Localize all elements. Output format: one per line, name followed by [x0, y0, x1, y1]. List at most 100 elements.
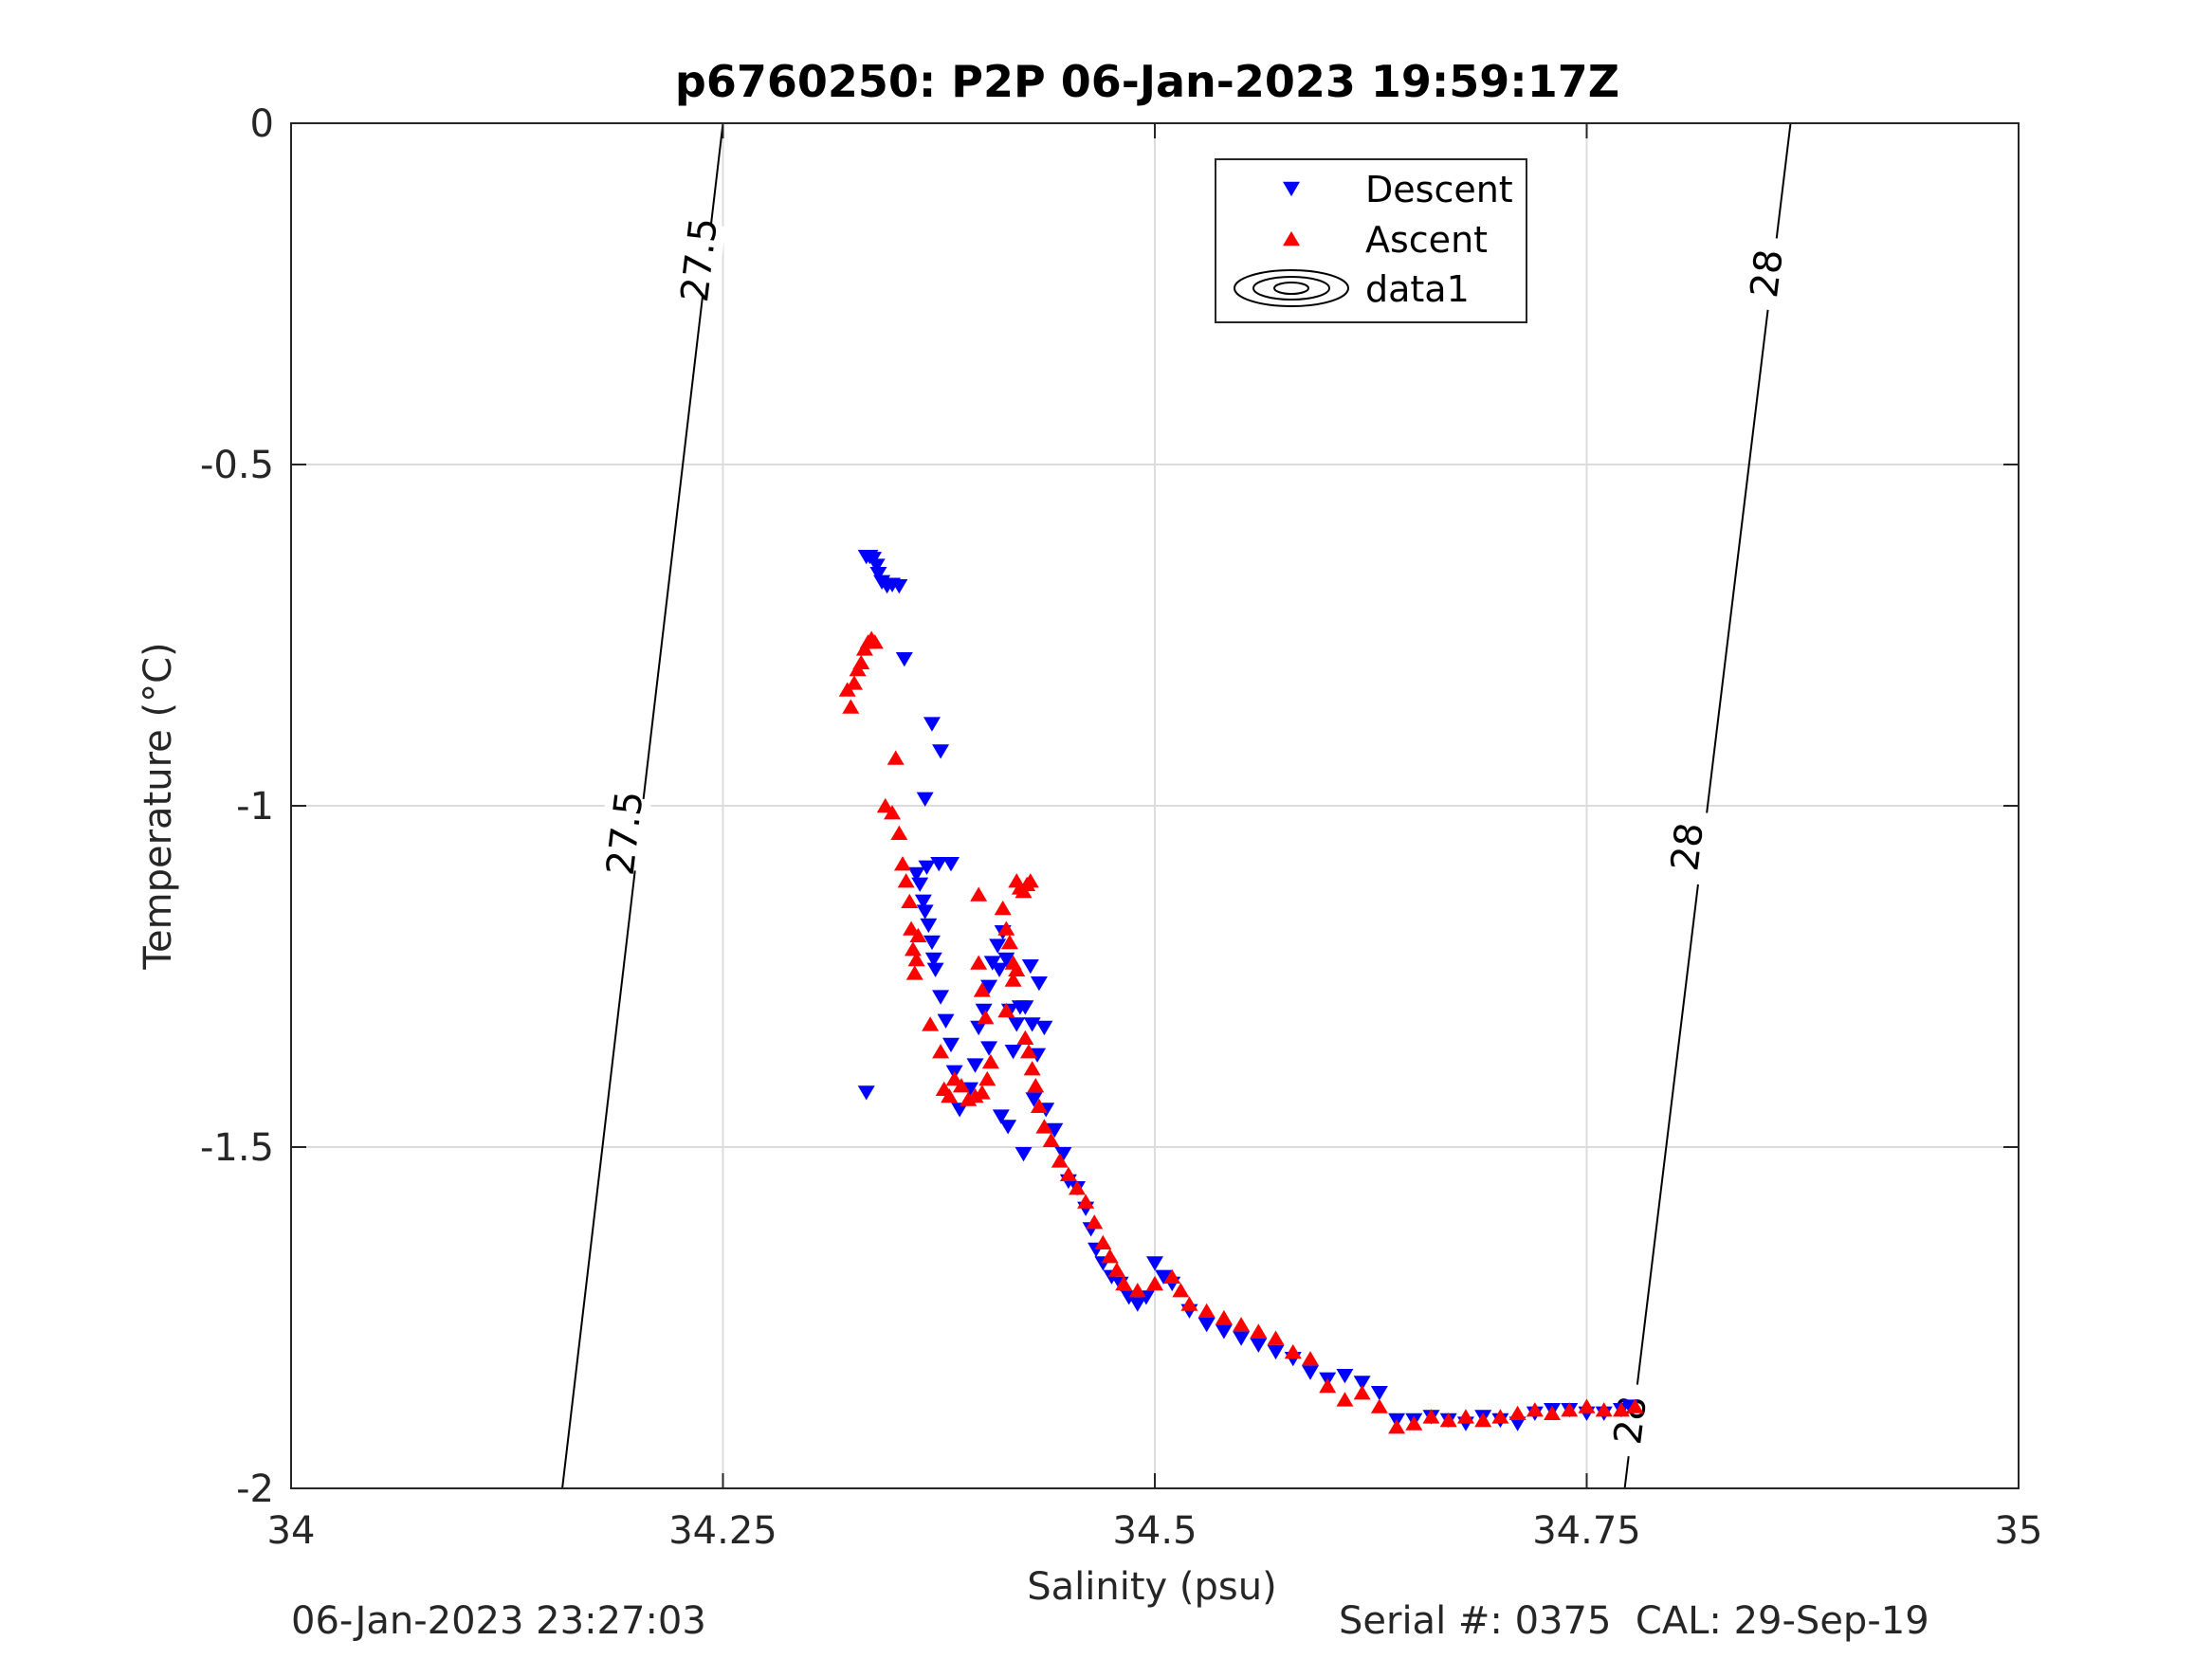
data-point-ascent: [893, 856, 911, 871]
data-point-ascent: [973, 1085, 991, 1100]
contour-27.5: 27.5 27.5: [561, 122, 726, 1489]
data-point-descent: [1046, 1122, 1064, 1139]
data-point-ascent: [897, 873, 915, 888]
x-tick-label: 34.75: [1532, 1509, 1641, 1553]
data-point-descent: [924, 952, 942, 968]
data-point-ascent: [1180, 1296, 1198, 1311]
data-point-ascent: [1059, 1166, 1077, 1181]
contour-label: 28: [1743, 246, 1792, 300]
data-point-descent: [869, 567, 887, 582]
data-point-ascent: [1030, 1098, 1048, 1113]
data-point-descent: [916, 792, 934, 807]
data-point-descent: [966, 1058, 984, 1073]
legend-label: Descent: [1365, 169, 1513, 210]
data-point-ascent: [1301, 1351, 1319, 1366]
data-point-ascent: [1197, 1303, 1216, 1318]
data-point-ascent: [1284, 1343, 1302, 1359]
data-point-ascent: [1000, 934, 1018, 950]
data-point-ascent: [1023, 1061, 1041, 1076]
data-point-ascent: [1069, 1180, 1087, 1195]
data-point-ascent: [903, 921, 921, 936]
data-point-ascent: [876, 797, 894, 813]
data-point-ascent: [852, 654, 870, 669]
data-point-ascent: [1319, 1377, 1337, 1394]
data-point-ascent: [1077, 1194, 1095, 1209]
data-point-ascent: [907, 951, 925, 967]
data-point-descent: [980, 979, 998, 994]
data-point-ascent: [1370, 1398, 1388, 1413]
legend-marker-descent: [1283, 181, 1300, 197]
data-point-ascent: [997, 1002, 1015, 1018]
data-point-ascent: [1233, 1317, 1251, 1332]
data-point-ascent: [1422, 1409, 1440, 1424]
data-point-ascent: [978, 1070, 996, 1086]
data-point-ascent: [1626, 1398, 1644, 1413]
contour-label: 27.5: [599, 789, 652, 878]
data-point-ascent: [973, 982, 991, 997]
data-point-descent: [907, 866, 925, 883]
data-point-ascent: [890, 825, 908, 840]
contour-line: [1623, 122, 1792, 1489]
data-point-descent: [914, 894, 932, 909]
data-point-ascent: [1578, 1398, 1596, 1413]
data-point-ascent: [1086, 1214, 1104, 1230]
chart-title: p6760250: P2P 06-Jan-2023 19:59:17Z: [675, 56, 1619, 107]
data-point-descent: [942, 1037, 960, 1053]
data-point-ascent: [866, 634, 884, 649]
data-point-ascent: [1405, 1415, 1423, 1431]
series-ascent: [838, 630, 1644, 1434]
data-point-ascent: [1021, 873, 1039, 888]
data-point-ascent: [1526, 1402, 1544, 1417]
data-point-ascent: [1612, 1402, 1630, 1417]
footer-serial-cal: Serial #: 0375 CAL: 29-Sep-19: [1339, 1599, 1929, 1643]
data-point-descent: [1030, 976, 1048, 992]
data-point-ascent: [1561, 1402, 1579, 1417]
data-point-descent: [1016, 1000, 1034, 1015]
data-point-descent: [1128, 1297, 1146, 1312]
data-point-descent: [1146, 1256, 1163, 1271]
data-point-descent: [868, 558, 886, 574]
data-point-ascent: [1250, 1323, 1268, 1339]
data-series: [838, 550, 1644, 1434]
data-point-descent: [920, 918, 938, 934]
data-point-descent: [1197, 1318, 1216, 1333]
data-point-descent: [1004, 1045, 1022, 1060]
data-point-descent: [1054, 1147, 1072, 1162]
data-point-descent: [916, 904, 934, 920]
footer-timestamp: 06-Jan-2023 23:27:03: [291, 1599, 706, 1643]
data-point-descent: [932, 990, 950, 1005]
data-point-ascent: [1008, 961, 1026, 976]
data-point-ascent: [994, 900, 1012, 916]
legend-box: [1215, 158, 1527, 323]
data-point-descent: [932, 744, 950, 759]
axis-ticks: 34 34.25 34.5 34.75 35 0 -0.5 -1 -1.5 -2: [200, 102, 2043, 1553]
legend[interactable]: Descent Ascent data1: [1215, 158, 1527, 323]
legend-contour-icon: [1234, 269, 1349, 307]
data-point-ascent: [1146, 1275, 1163, 1291]
data-point-descent: [975, 1003, 993, 1019]
data-point-descent: [970, 1020, 988, 1036]
y-tick-label: -2: [236, 1468, 274, 1511]
data-point-ascent: [1004, 972, 1022, 987]
data-point-descent: [918, 860, 936, 875]
y-tick-label: -1: [236, 785, 274, 829]
data-point-ascent: [1019, 1044, 1037, 1059]
data-point-ascent: [941, 1087, 959, 1103]
contour-label: 28: [1663, 820, 1712, 873]
legend-marker-ascent: [1283, 230, 1300, 246]
data-point-ascent: [905, 965, 923, 980]
data-point-descent: [1508, 1416, 1526, 1431]
x-tick-label: 34.25: [668, 1509, 777, 1553]
data-point-ascent: [909, 927, 927, 942]
data-point-descent: [1233, 1331, 1251, 1346]
data-point-descent: [1008, 1017, 1026, 1032]
data-point-ascent: [981, 1053, 999, 1069]
data-point-ascent: [922, 1016, 940, 1031]
x-tick-label: 35: [1995, 1509, 2043, 1553]
contour-label-bg: [1602, 1381, 1657, 1459]
data-point-descent: [1250, 1338, 1268, 1353]
data-point-ascent: [997, 921, 1015, 936]
data-point-descent: [895, 652, 913, 667]
